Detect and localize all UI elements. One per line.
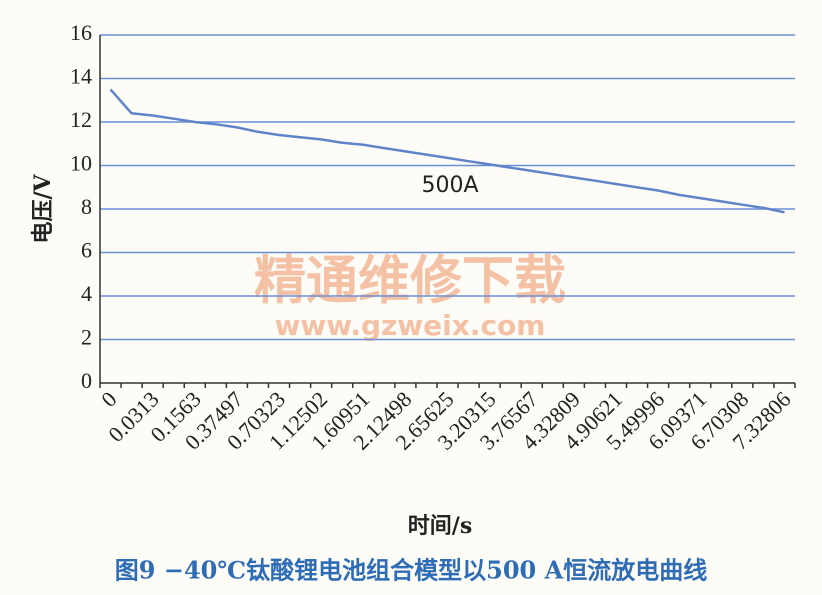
annotation: 500A	[421, 173, 478, 198]
watermark: 精通维修下载	[254, 251, 566, 312]
y-tick-label: 12	[70, 107, 92, 132]
x-axis-label: 时间/s	[408, 513, 472, 539]
y-axis-label: 电压/V	[30, 174, 56, 244]
y-tick-label: 14	[70, 64, 92, 89]
y-tick-label: 0	[81, 368, 92, 393]
y-tick-label: 16	[70, 20, 92, 45]
caption: 图9 −40℃钛酸锂电池组合模型以500 A恒流放电曲线	[115, 556, 707, 585]
y-tick-label: 4	[81, 281, 92, 306]
data-line	[109, 88, 785, 214]
y-tick-label: 2	[81, 325, 92, 350]
y-tick-label: 8	[81, 194, 92, 219]
watermark: www.gzweix.com	[275, 309, 546, 342]
y-tick-label: 10	[70, 151, 92, 176]
y-tick-label: 6	[81, 238, 92, 263]
